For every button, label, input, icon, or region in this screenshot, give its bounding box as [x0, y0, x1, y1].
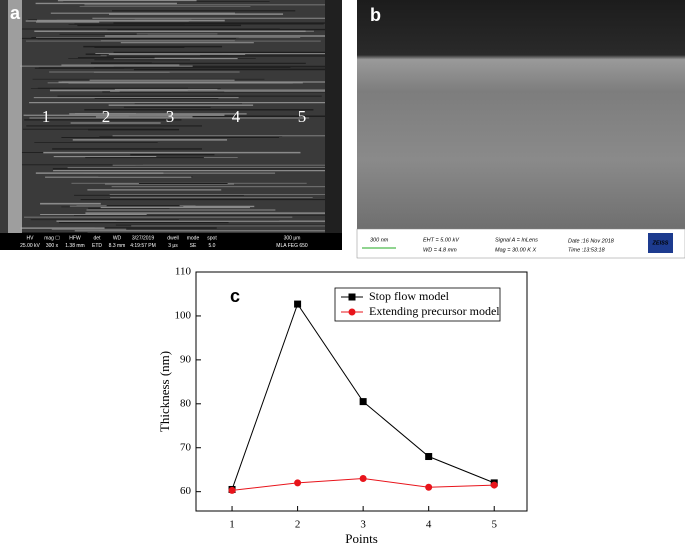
- info: EHT = 5.00 kV: [423, 237, 460, 243]
- x-tick-label: 1: [229, 519, 235, 531]
- marker: [294, 301, 301, 308]
- point-label: 3: [166, 107, 175, 126]
- y-tick-label: 90: [180, 353, 192, 365]
- panel-b: b 300 nm EHT = 5.00 kV WD = 4.8 mm Signa…: [357, 0, 685, 258]
- point-label: 1: [42, 107, 51, 126]
- y-tick-label: 100: [175, 309, 192, 321]
- info: WD = 4.8 mm: [423, 247, 457, 253]
- marker: [229, 487, 236, 494]
- info: Time :13:53:18: [568, 247, 606, 253]
- info: 1.38 mm: [65, 243, 84, 249]
- info: Mag = 30.00 K X: [495, 247, 536, 253]
- panel-label: a: [10, 3, 21, 23]
- legend-label: Stop flow model: [369, 289, 450, 303]
- legend-marker: [349, 294, 356, 301]
- edge: [8, 0, 22, 233]
- x-tick-label: 2: [295, 519, 301, 531]
- info: mag ☐: [44, 235, 60, 241]
- y-axis-label: Thickness (nm): [157, 351, 172, 432]
- series-line: [232, 304, 494, 489]
- info: SE: [190, 243, 197, 249]
- panel-label: c: [230, 286, 240, 306]
- point-label: 2: [102, 107, 111, 126]
- y-tick-label: 60: [180, 485, 192, 497]
- y-tick-label: 110: [175, 266, 192, 278]
- info: 300 μm: [284, 235, 301, 241]
- marker: [360, 475, 367, 482]
- info: HFW: [69, 235, 81, 241]
- point-label: 4: [232, 107, 241, 126]
- y-tick-label: 70: [180, 441, 192, 453]
- x-axis-label: Points: [345, 531, 378, 546]
- x-tick-label: 3: [360, 519, 366, 531]
- point-label: 5: [298, 107, 307, 126]
- info: 4:19:57 PM: [130, 243, 156, 249]
- info: HV: [27, 235, 35, 241]
- edge: [325, 0, 342, 233]
- marker: [491, 482, 498, 489]
- marker: [360, 398, 367, 405]
- info: Date :16 Nov 2018: [568, 238, 615, 244]
- legend-label: Extending precursor model: [369, 304, 500, 318]
- info: WD: [113, 235, 122, 241]
- sem-image: [357, 0, 685, 229]
- x-tick-label: 4: [426, 519, 432, 531]
- info: Signal A = InLens: [495, 237, 538, 243]
- x-tick-label: 5: [491, 519, 497, 531]
- y-tick-label: 80: [180, 397, 192, 409]
- info: 300 x: [46, 243, 59, 249]
- info: dwell: [167, 235, 178, 241]
- logo-text: ZEISS: [652, 240, 669, 246]
- scale-text: 300 nm: [370, 237, 389, 243]
- info: mode: [187, 235, 200, 241]
- info: MLA FEG 650: [276, 243, 308, 249]
- info: 3/27/2019: [132, 235, 154, 241]
- info-bar: [357, 229, 685, 258]
- info: 8.3 mm: [109, 243, 126, 249]
- marker: [425, 453, 432, 460]
- chart: 60 70 80 90 100 110 1 2 3 4 5 Points Thickness (nm) c…: [157, 266, 527, 546]
- panel-a: a 1 2 3 4 5 HV 25.00 kV mag ☐ 300 x HFW 1.38 mm de…: [0, 0, 342, 250]
- info: ETD: [92, 243, 102, 249]
- legend-marker: [349, 309, 356, 316]
- marker: [294, 479, 301, 486]
- info: 5.0: [209, 243, 216, 249]
- info: 25.00 kV: [20, 243, 40, 249]
- marker: [425, 484, 432, 491]
- info: spot: [207, 235, 217, 241]
- panel-label: b: [370, 5, 381, 25]
- info: det: [94, 235, 102, 241]
- info: 3 μs: [168, 243, 178, 249]
